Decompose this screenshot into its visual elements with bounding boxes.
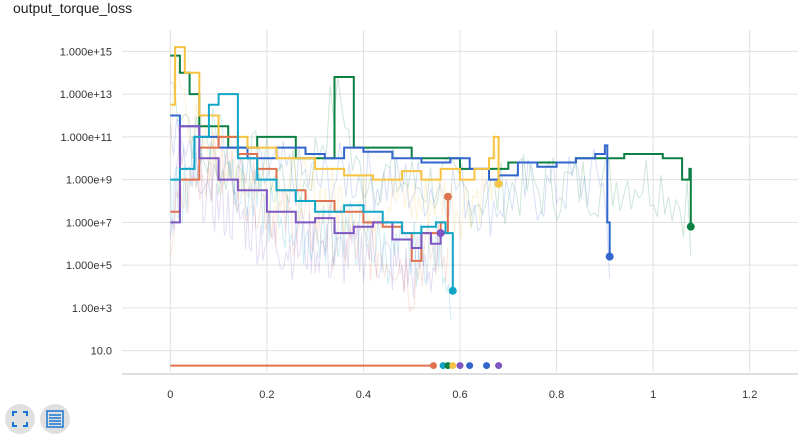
raw-data-traces [169,51,692,320]
baseline-marker [444,362,452,370]
end-marker-run-yellow [494,179,503,188]
baseline-marker [449,362,457,370]
baseline-marker [429,362,437,370]
y-tick-label: 1.00e+3 [72,303,112,315]
y-tick-label: 1.000e+9 [66,175,112,187]
x-tick-label: 0 [167,389,173,400]
end-marker-run-blue [605,252,614,261]
end-marker-run-purple [436,229,445,238]
x-tick-label: 1.2 [742,389,757,400]
series-line-run-yellow [170,46,500,184]
y-tick-label: 1.000e+11 [61,132,113,144]
y-tick-label: 1.000e+13 [60,89,112,101]
smoothed-series [170,46,692,367]
series-line-run-green [170,54,692,227]
end-marker-run-cyan [448,286,457,295]
fit-domain-button[interactable] [5,404,35,434]
y-tick-label: 1.000e+7 [66,217,112,229]
raw-trace-run-yellow [169,51,500,239]
loss-chart[interactable]: 0 0.2 0.4 0.6 0.8 1 1.2 10.0 1.00e+3 1.000e+5 1.00… [0,0,810,400]
fullscreen-icon [12,411,28,427]
x-tick-label: 1 [650,389,656,400]
x-tick-label: 0.4 [356,389,371,400]
list-icon [46,410,64,428]
x-tick-label: 0.2 [259,389,274,400]
baseline-marker [439,362,447,370]
baseline-marker [466,362,474,370]
baseline-marker [483,362,491,370]
baseline-marker [456,362,464,370]
y-tick-label: 1.000e+5 [66,260,112,272]
raw-trace-run-blue [169,118,611,278]
end-markers [429,179,695,370]
end-marker-run-green [686,222,695,231]
y-tick-label: 1.000e+15 [60,46,112,58]
end-marker-run-orange [443,192,452,201]
axes: 0 0.2 0.4 0.6 0.8 1 1.2 10.0 1.00e+3 1.000e+5 1.00… [60,46,798,400]
x-tick-label: 0.6 [452,389,467,400]
y-tick-label: 10.0 [91,346,112,358]
x-tick-label: 0.8 [549,389,564,400]
raw-trace-run-purple [169,126,442,299]
chart-title: output_torque_loss [13,0,133,16]
toggle-data-button[interactable] [40,404,70,434]
raw-trace-run-cyan [169,108,453,320]
series-line-run-cyan [170,93,454,291]
raw-trace-run-green [170,76,692,256]
series-line-run-purple [170,125,442,249]
baseline-marker [495,362,503,370]
